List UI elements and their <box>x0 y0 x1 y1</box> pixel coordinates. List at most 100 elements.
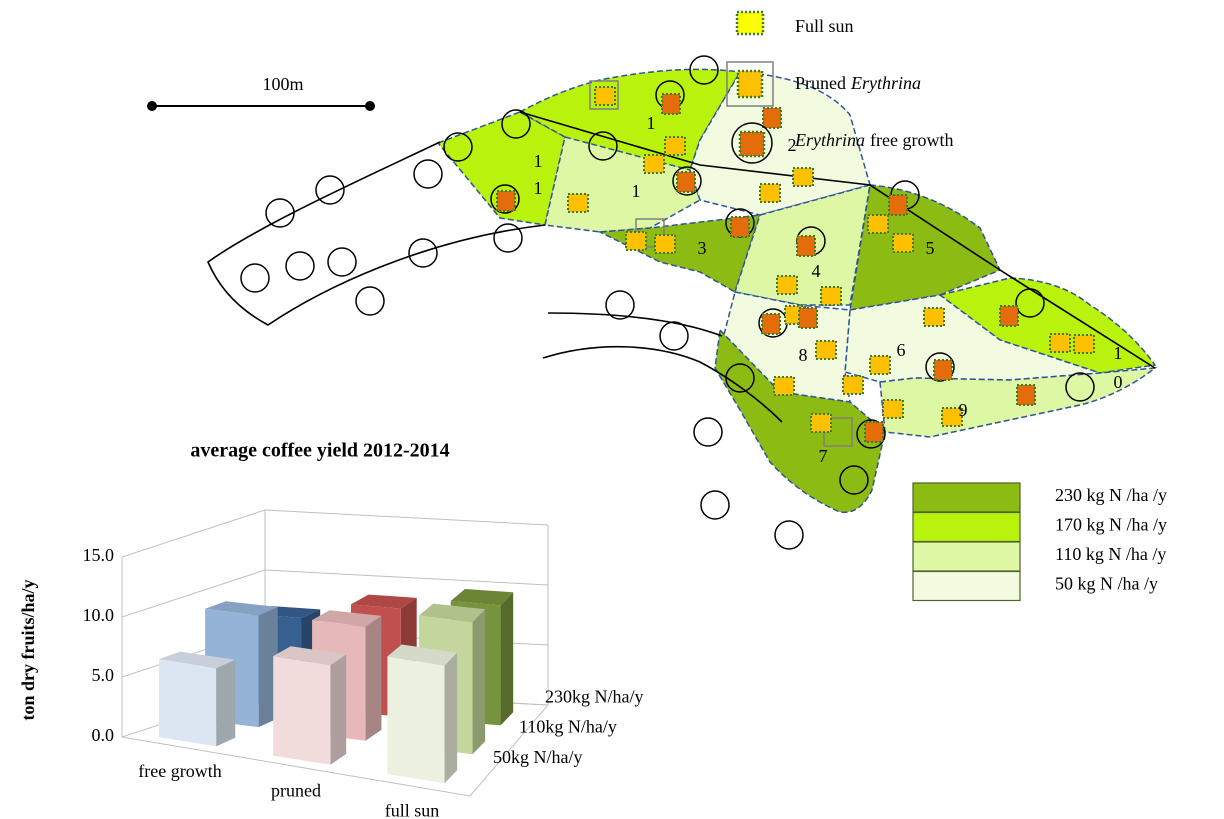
free-growth-tree <box>730 216 750 238</box>
chart-title: average coffee yield 2012-2014 <box>190 440 449 462</box>
plot-label: 7 <box>819 446 828 466</box>
plot-label: 4 <box>812 261 821 281</box>
scale-bar-end <box>365 101 375 111</box>
bar-front <box>387 656 445 784</box>
bar-side <box>500 592 514 726</box>
tree <box>605 290 635 320</box>
free-growth-tree <box>796 235 816 257</box>
tree <box>672 166 702 196</box>
full-sun-tree <box>567 193 589 213</box>
plot-label: 3 <box>698 238 707 258</box>
tree-legend-text: Erythrina <box>794 130 865 150</box>
full-sun-tree <box>815 340 837 360</box>
full-sun-tree <box>869 355 891 375</box>
full-sun-tree <box>882 399 904 419</box>
y-axis-title: ton dry fruits/ha/y <box>18 579 38 720</box>
plot-zone <box>938 277 1157 374</box>
fertilizer-label: 110 kg N /ha /y <box>1055 544 1166 564</box>
full-sun-tree <box>892 233 914 253</box>
bar-side <box>330 654 347 765</box>
bar-side <box>216 659 236 747</box>
free-growth-tree <box>798 307 818 329</box>
tree-legend-text: Full sun <box>795 16 854 36</box>
full-sun-tree <box>842 375 864 395</box>
free-growth-tree <box>999 305 1019 327</box>
plot-zone <box>714 328 886 514</box>
free-growth-tree <box>762 107 782 129</box>
full-sun-tree <box>594 86 616 106</box>
bar-front <box>159 659 217 747</box>
tree <box>265 198 295 228</box>
x-tick-label: full sun <box>385 800 440 819</box>
bar <box>273 646 347 765</box>
plot-label: 6 <box>897 340 906 360</box>
bar <box>159 651 236 747</box>
full-sun-tree <box>654 234 676 254</box>
bar-top <box>419 603 486 623</box>
plot-label: 1 <box>1114 343 1123 363</box>
y-tick-label: 5.0 <box>92 665 115 685</box>
tree <box>1065 372 1095 402</box>
road <box>547 312 723 337</box>
fertilizer-swatch <box>912 570 1021 602</box>
tree <box>493 223 523 253</box>
free-growth-circle-icon <box>731 122 773 164</box>
tree <box>327 247 357 277</box>
bar-side <box>444 652 458 784</box>
tree <box>839 465 869 495</box>
bar-top <box>205 601 278 616</box>
bar-top <box>450 589 514 606</box>
tree <box>315 175 345 205</box>
free-growth-tree <box>864 421 884 443</box>
tree-legend-label: Pruned Erythrina <box>795 73 921 93</box>
plot-label: 9 <box>959 400 968 420</box>
full-sun-tree <box>625 231 647 251</box>
depth-tick-label: 110kg N/ha/y <box>519 717 617 737</box>
road <box>207 141 546 326</box>
full-sun-tree <box>1073 334 1095 354</box>
full-sun-icon <box>735 10 765 36</box>
tree <box>588 131 618 161</box>
bar <box>387 644 458 784</box>
free-growth-tree <box>933 359 953 381</box>
full-sun-tree <box>792 167 814 187</box>
tree-legend-label: Erythrina free growth <box>794 130 953 150</box>
full-sun-tree <box>941 407 963 427</box>
tree-legend-text: Pruned <box>795 73 846 93</box>
tree <box>490 184 520 214</box>
plot-label: 1 <box>534 151 543 171</box>
bar-top <box>159 651 236 669</box>
plot-label: 1 <box>647 113 656 133</box>
free-growth-tree <box>496 190 516 212</box>
bar-front <box>273 655 331 765</box>
full-sun-tree <box>664 136 686 156</box>
x-tick-label: pruned <box>271 781 321 801</box>
road <box>519 111 1156 369</box>
tree <box>689 55 719 85</box>
y-tick-label: 15.0 <box>83 545 115 565</box>
y-tick-label: 0.0 <box>92 725 115 745</box>
plot-label: 5 <box>926 238 935 258</box>
bar-side <box>365 615 382 741</box>
tree <box>774 520 804 550</box>
road <box>542 345 783 423</box>
free-growth-tree <box>761 313 781 335</box>
pruned-box-icon <box>726 61 774 107</box>
tree <box>285 251 315 281</box>
bar-top <box>350 594 417 609</box>
full-sun-tree <box>776 275 798 295</box>
axis-frame <box>121 525 549 797</box>
pruned-box <box>589 80 619 110</box>
tree <box>725 363 755 393</box>
plot-label: 8 <box>799 345 808 365</box>
tree <box>443 132 473 162</box>
full-sun-tree <box>923 307 945 327</box>
bar-side <box>258 606 278 728</box>
fertilizer-label: 170 kg N /ha /y <box>1055 515 1167 535</box>
free-growth-tree <box>1016 384 1036 406</box>
depth-tick-label: 50kg N/ha/y <box>493 747 583 767</box>
tree-legend-text: Erythrina <box>850 73 921 93</box>
full-sun-tree <box>773 376 795 396</box>
fertilizer-label: 230 kg N /ha /y <box>1055 485 1167 505</box>
fertilizer-label: 50 kg N /ha /y <box>1055 574 1158 594</box>
